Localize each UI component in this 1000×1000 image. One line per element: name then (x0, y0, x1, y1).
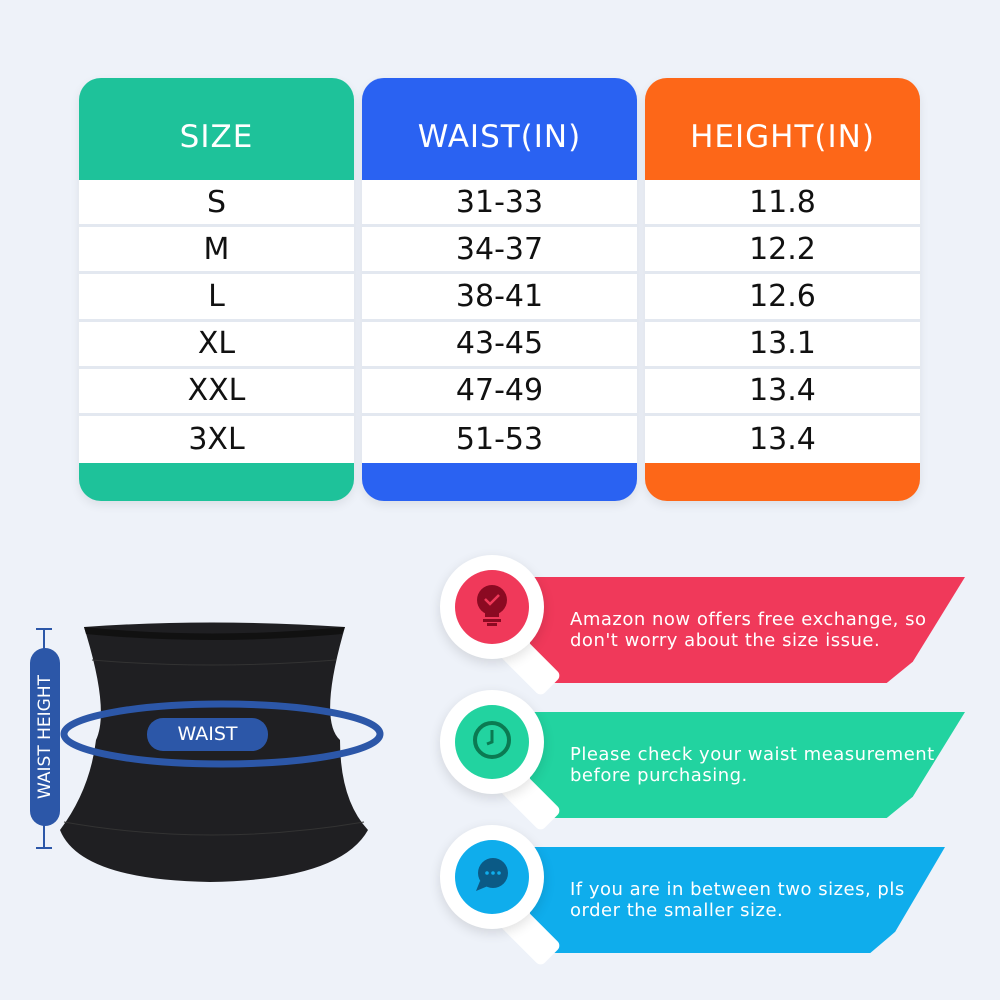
table-cell: 3XL (188, 422, 245, 458)
lightbulb-check-icon (472, 583, 512, 631)
table-cell: XL (79, 322, 354, 369)
column-header: HEIGHT(IN) (690, 119, 875, 155)
tip-card: If you are in between two sizes, pls ord… (530, 847, 945, 953)
table-cell: 12.2 (645, 227, 920, 275)
table-cell: XXL (79, 369, 354, 416)
tip-text: Amazon now offers free exchange, so don'… (570, 609, 927, 651)
table-cell: 47-49 (362, 369, 637, 416)
icon-bubble (440, 825, 544, 929)
table-cell: 43-45 (362, 322, 637, 369)
table-cell: 13.4 (749, 422, 816, 458)
table-cell: 31-33 (362, 180, 637, 228)
tip-card: Amazon now offers free exchange, so don'… (530, 577, 965, 683)
table-cell: 51-53 (455, 422, 544, 458)
table-cell: 13.4 (645, 369, 920, 416)
waist-height-label: WAIST HEIGHT (35, 675, 55, 799)
table-cell: 11.8 (645, 180, 920, 228)
waist-trainer-image (30, 622, 384, 882)
table-cell: 38-41 (362, 274, 637, 322)
tip-text: If you are in between two sizes, pls ord… (570, 879, 905, 921)
table-cell: S (79, 180, 354, 228)
column-header: WAIST(IN) (417, 119, 582, 155)
icon-bubble (440, 690, 544, 794)
waist-label: WAIST (177, 723, 238, 745)
chat-bubble-icon (472, 855, 512, 899)
table-cell: 34-37 (362, 227, 637, 275)
clock-icon (471, 719, 513, 765)
icon-bubble (440, 555, 544, 659)
table-cell: 13.1 (645, 322, 920, 369)
tip-card: Please check your waist measurement befo… (530, 712, 965, 818)
product-diagram: WAIST WAIST HEIGHT (0, 600, 420, 900)
column-header: SIZE (179, 119, 254, 155)
waist-column: WAIST(IN) 31-33 34-37 38-41 43-45 47-49 51-53 (362, 78, 637, 501)
table-cell: M (79, 227, 354, 275)
height-column: HEIGHT(IN) 11.8 12.2 12.6 13.1 13.4 13.4 (645, 78, 920, 501)
size-column: SIZE S M L XL XXL 3XL (79, 78, 354, 501)
table-cell: L (79, 274, 354, 322)
tip-text: Please check your waist measurement befo… (570, 744, 935, 786)
table-cell: 12.6 (645, 274, 920, 322)
